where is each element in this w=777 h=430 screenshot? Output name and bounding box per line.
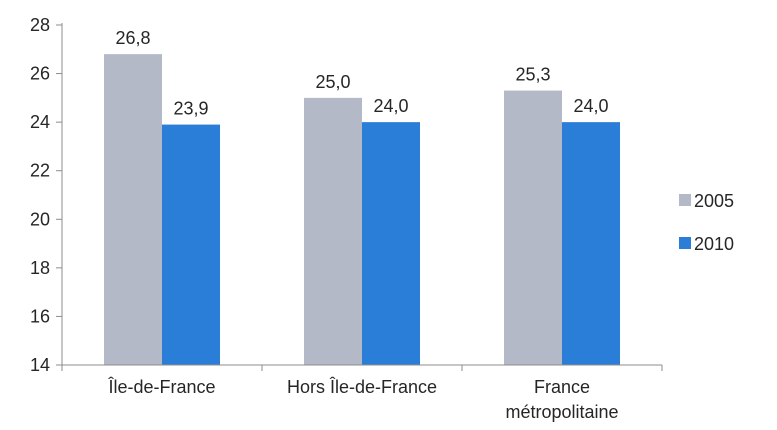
data-label: 25,0: [315, 72, 350, 92]
legend: 2005 2010: [679, 191, 734, 254]
data-label: 25,3: [515, 65, 550, 85]
y-tick-label: 18: [30, 258, 50, 278]
legend-swatch: [679, 237, 691, 249]
y-axis-ticks: 14 16 18 20 22 24 26 28: [30, 15, 62, 375]
data-label: 24,0: [373, 96, 408, 116]
y-tick-label: 24: [30, 112, 50, 132]
bars: 26,8 23,9 25,0 24,0 25,3 24,0: [104, 28, 620, 366]
legend-swatch: [679, 194, 691, 206]
legend-label: 2010: [694, 234, 734, 254]
data-label: 26,8: [115, 28, 150, 48]
y-tick-label: 20: [30, 209, 50, 229]
bar-2010: [562, 122, 620, 366]
y-tick-label: 14: [30, 355, 50, 375]
bar-2005: [504, 90, 562, 366]
x-category-label: Hors Île-de-France: [287, 377, 437, 397]
y-tick-label: 16: [30, 306, 50, 326]
x-category-label: Île-de-France: [107, 377, 215, 397]
legend-label: 2005: [694, 191, 734, 211]
bar-2010: [162, 124, 220, 365]
data-label: 23,9: [173, 99, 208, 119]
bar-2010: [362, 122, 420, 366]
x-axis-labels: Île-de-France Hors Île-de-France France mét…: [107, 377, 618, 422]
y-tick-label: 26: [30, 64, 50, 84]
axes: [61, 23, 663, 371]
x-category-label: France métropolitaine: [505, 377, 618, 422]
bar-2005: [304, 97, 362, 365]
y-tick-label: 28: [30, 15, 50, 35]
bar-2005: [104, 54, 162, 366]
data-label: 24,0: [573, 96, 608, 116]
y-tick-label: 22: [30, 161, 50, 181]
